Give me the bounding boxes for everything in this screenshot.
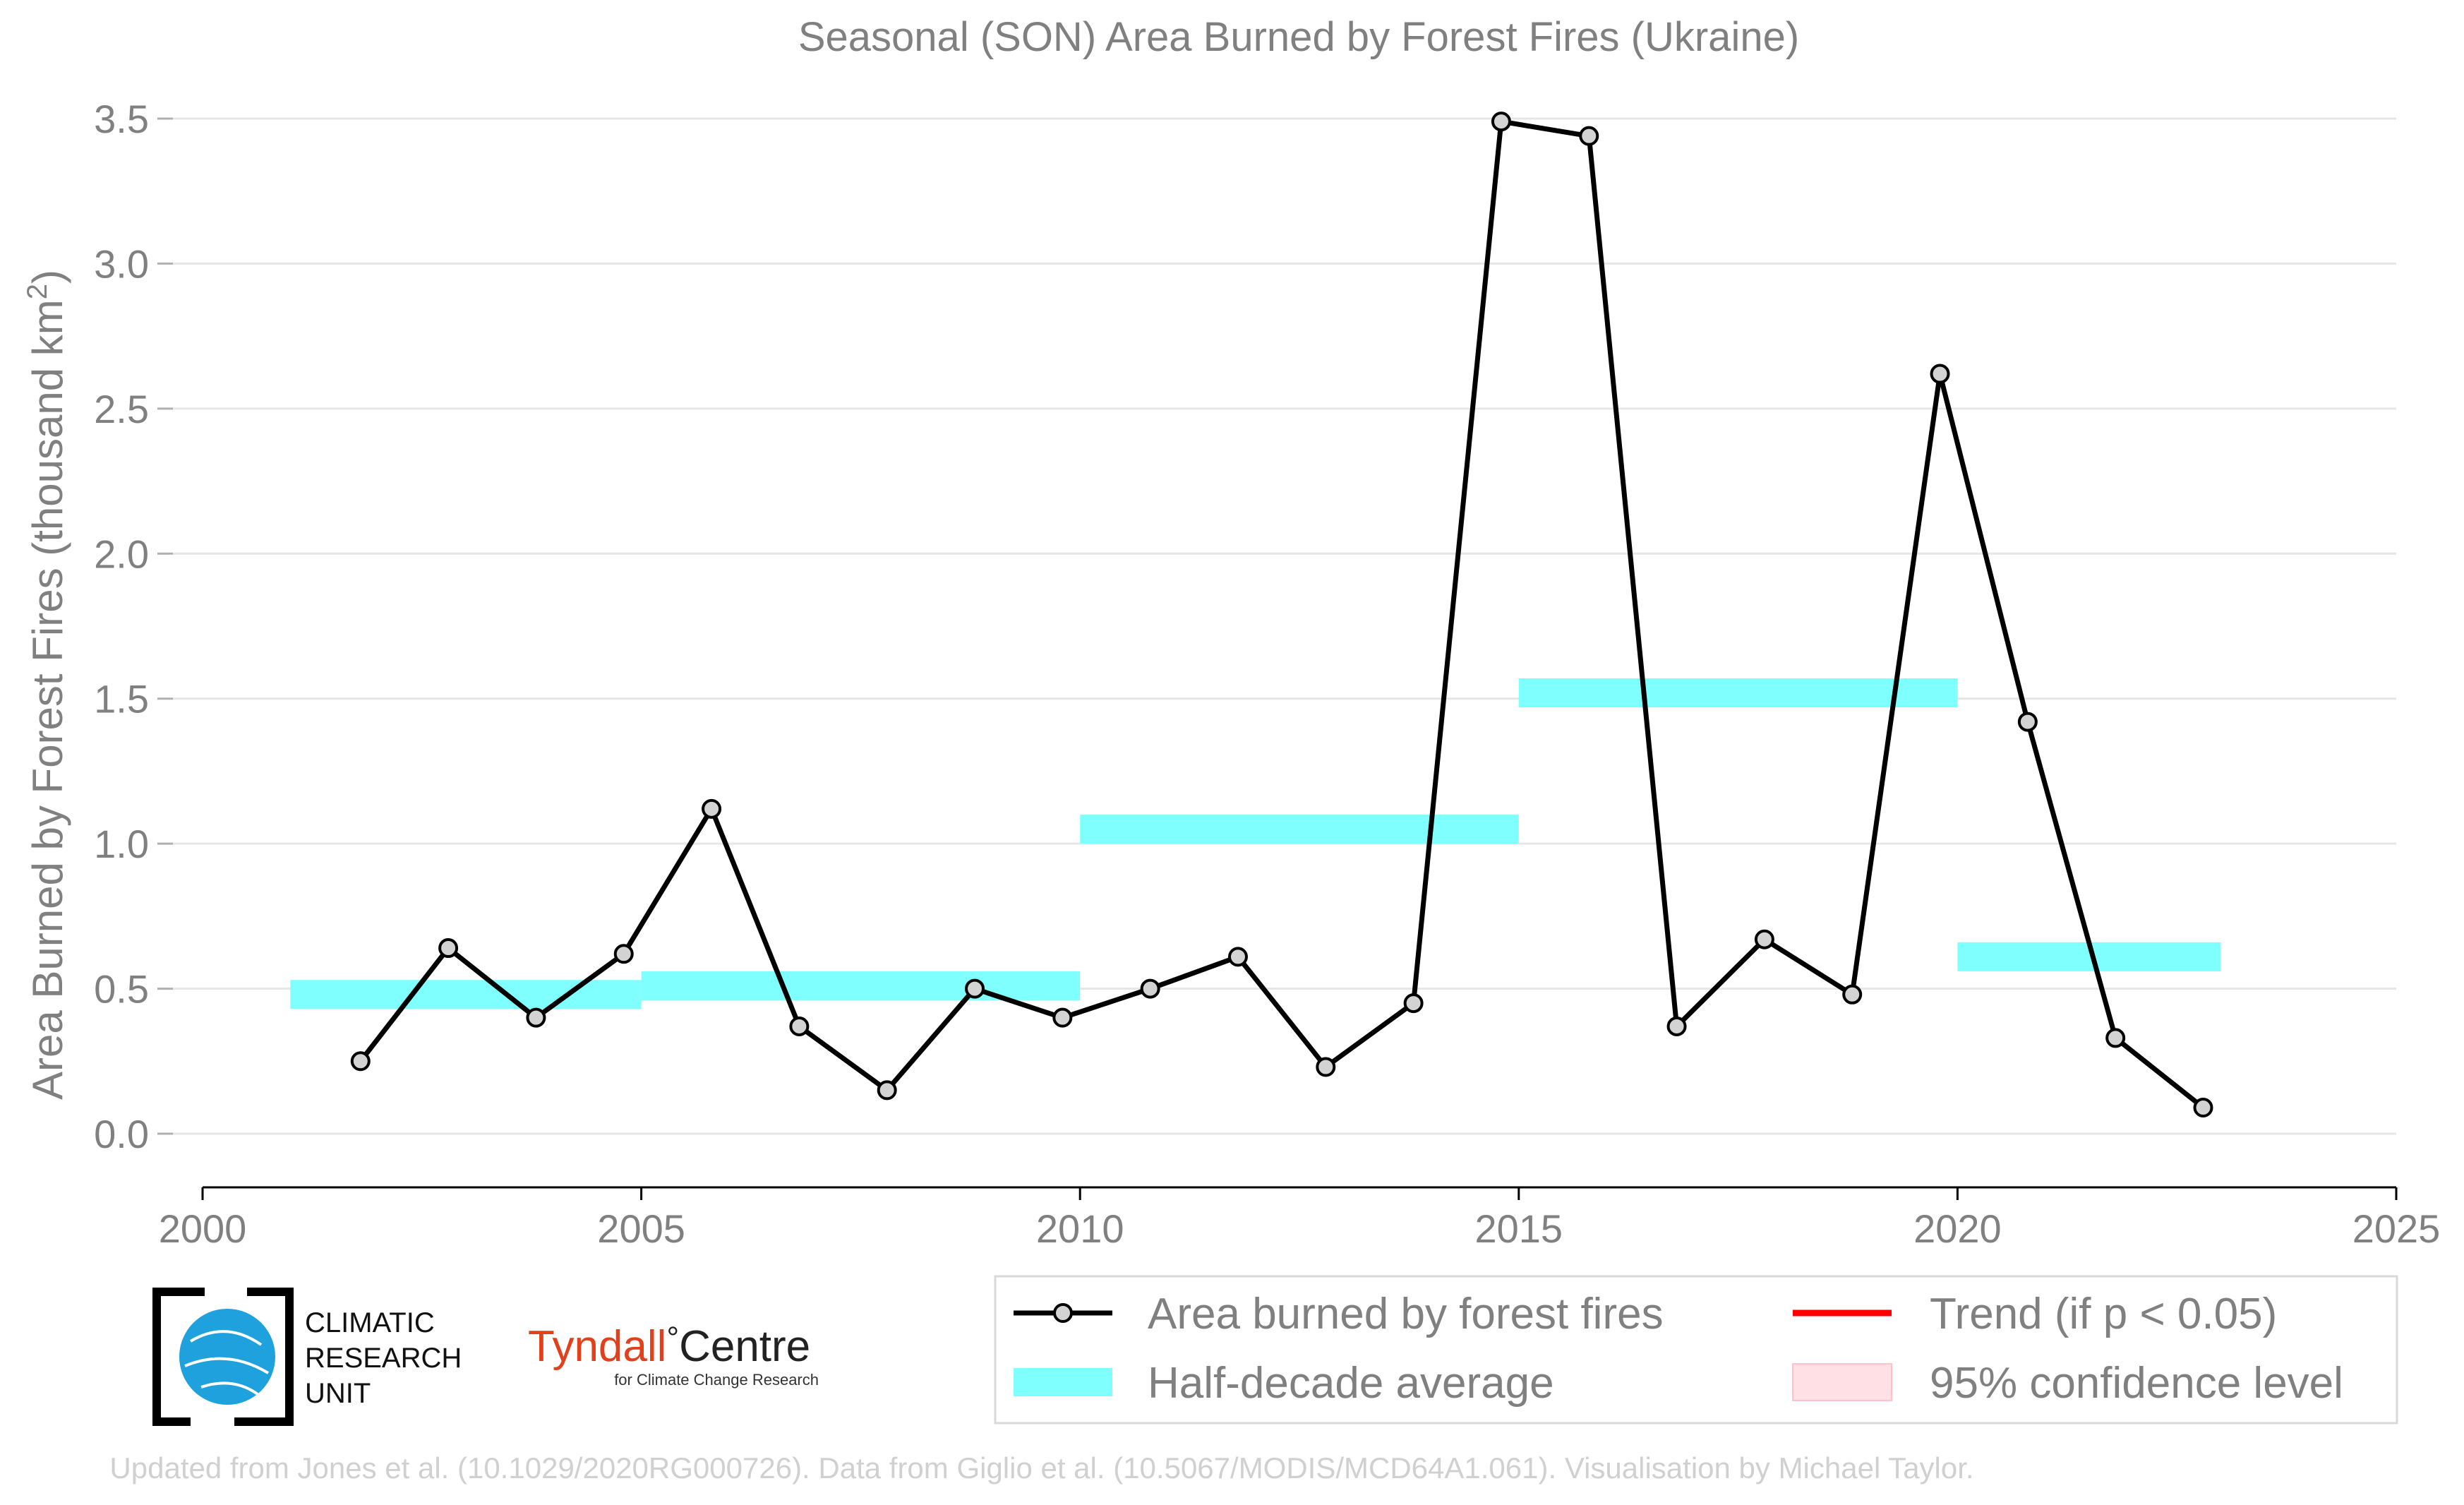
y-tick-label-5: 2.5 (94, 387, 149, 431)
cru-bracket-left (152, 1288, 205, 1426)
x-tick-label-0: 2000 (159, 1206, 247, 1251)
tyndall-name: Tyndall (528, 1322, 666, 1371)
half-decade-band-2 (1080, 815, 1519, 844)
y-axis-label-sup: 2 (22, 284, 53, 299)
data-point-18 (1930, 364, 1950, 384)
data-point-8 (1052, 1007, 1073, 1028)
x-tick-label-4: 2020 (1913, 1206, 2002, 1251)
cru-logo: CLIMATIC RESEARCH UNIT (152, 1288, 462, 1426)
tyndall-centre: Centre (679, 1322, 810, 1371)
legend-label-area: Area burned by forest fires (1148, 1290, 1664, 1338)
data-point-3 (613, 944, 634, 964)
data-point-1 (438, 938, 459, 959)
y-axis-label: Area Burned by Forest Fires (thousand km… (22, 270, 71, 1100)
cru-bracket-right (234, 1288, 294, 1426)
cru-globe-icon (179, 1309, 275, 1405)
x-tick-label-3: 2015 (1475, 1206, 1563, 1251)
y-tick-label-7: 3.5 (94, 97, 149, 141)
cru-globe-swirl (184, 1330, 270, 1396)
tyndall-subtitle: for Climate Change Research (614, 1371, 819, 1389)
series-area-burned (350, 112, 2213, 1118)
y-tick-label-2: 1.0 (94, 822, 149, 866)
legend-label-trend: Trend (if p < 0.05) (1930, 1290, 2277, 1338)
half-decade-band-1 (641, 971, 1081, 1001)
y-axis-label-end: ) (24, 270, 71, 284)
legend: Area burned by forest fires Trend (if p … (994, 1275, 2398, 1425)
data-point-12 (1403, 993, 1424, 1014)
x-tick-label-1: 2005 (597, 1206, 685, 1251)
data-point-7 (965, 978, 985, 999)
data-point-16 (1754, 929, 1774, 949)
data-point-5 (789, 1016, 810, 1036)
y-tick-label-1: 0.5 (94, 967, 149, 1012)
y-tick-label-3: 1.5 (94, 677, 149, 721)
data-point-4 (702, 798, 722, 819)
half-decade-band-3 (1518, 678, 1958, 708)
y-ticks: 0.0 0.5 1.0 1.5 2.0 2.5 3.0 3.5 (94, 97, 173, 1156)
chart-title: Seasonal (SON) Area Burned by Forest Fir… (798, 14, 1799, 60)
data-point-6 (877, 1080, 897, 1101)
tyndall-degree: ° (666, 1321, 679, 1355)
series-line (359, 119, 2205, 1110)
data-point-13 (1491, 112, 1511, 132)
data-point-19 (2017, 712, 2038, 732)
legend-confidence-swatch (1792, 1363, 1892, 1401)
cru-text-line2: RESEARCH (305, 1343, 462, 1374)
data-point-20 (2105, 1028, 2126, 1048)
y-tick-label-0: 0.0 (94, 1112, 149, 1156)
y-tick-label-6: 3.0 (94, 241, 149, 286)
tyndall-wordmark: Tyndall°Centre (528, 1321, 810, 1371)
data-point-0 (350, 1051, 371, 1072)
data-point-14 (1579, 126, 1599, 146)
half-decade-band-0 (290, 980, 642, 1009)
legend-label-half-decade: Half-decade average (1148, 1359, 1554, 1408)
x-axis: 2000 2005 2010 2015 2020 2025 (159, 1186, 2441, 1251)
data-point-10 (1227, 947, 1248, 967)
tyndall-logo: Tyndall°Centre for Climate Change Resear… (528, 1321, 819, 1389)
data-point-2 (526, 1007, 546, 1028)
cru-text-line3: UNIT (305, 1378, 371, 1409)
data-point-17 (1842, 984, 1863, 1005)
legend-frame (994, 1275, 2398, 1425)
y-axis-label-main: Area Burned by Forest Fires (thousand km (24, 299, 71, 1100)
data-point-21 (2193, 1098, 2213, 1118)
footer-credits: Updated from Jones et al. (10.1029/2020R… (109, 1451, 1973, 1485)
x-tick-label-2: 2010 (1036, 1206, 1124, 1251)
legend-label-confidence: 95% confidence level (1930, 1359, 2343, 1408)
data-point-11 (1316, 1057, 1336, 1077)
cru-text-line1: CLIMATIC (305, 1307, 435, 1338)
data-point-9 (1140, 978, 1160, 999)
data-point-15 (1666, 1016, 1687, 1036)
legend-band-swatch (1014, 1368, 1112, 1396)
x-tick-label-5: 2025 (2352, 1206, 2441, 1251)
y-tick-label-4: 2.0 (94, 532, 149, 576)
half-decade-bands (290, 678, 2221, 1009)
legend-marker-swatch (1053, 1303, 1073, 1323)
